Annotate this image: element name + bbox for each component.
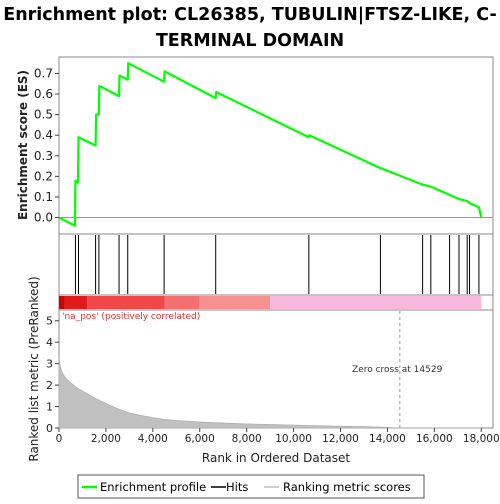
- metric-xtick-label: 6,000: [185, 433, 215, 445]
- rank-color-segment: [59, 296, 65, 309]
- metric-xtick-label: 14,000: [369, 433, 406, 445]
- es-ytick-label: 0.1: [34, 190, 53, 204]
- es-ytick-label: 0.6: [34, 87, 53, 101]
- metric-ytick-label: 1: [46, 401, 53, 414]
- legend-label-ranking: Ranking metric scores: [283, 480, 411, 494]
- metric-ytick-label: 5: [46, 315, 53, 328]
- metric-ytick-label: 0: [46, 422, 53, 435]
- metric-xtick-label: 2,000: [91, 433, 121, 445]
- metric-ytick-label: 3: [46, 358, 53, 371]
- metric-xtick-label: 18,000: [463, 433, 500, 445]
- enrichment-profile-line: [58, 62, 483, 227]
- legend-label-enrichment: Enrichment profile: [100, 480, 206, 494]
- metric-xtick-label: 16,000: [416, 433, 453, 445]
- hits-panel-frame: [58, 233, 494, 296]
- es-ytick-label: 0.0: [34, 211, 53, 225]
- hits-layer: [74, 235, 480, 294]
- metric-panel-frame: [58, 309, 494, 429]
- rank-color-segment: [87, 296, 165, 309]
- es-ytick-label: 0.7: [34, 66, 53, 80]
- chart-title-line-2: TERMINAL DOMAIN: [156, 31, 344, 51]
- metric-xtick-label: 10,000: [275, 433, 312, 445]
- es-ylabel: Enrichment score (ES): [16, 70, 30, 220]
- es-ytick-label: 0.5: [34, 108, 53, 122]
- ranking-metric-area: [58, 357, 482, 429]
- zero-cross-label: Zero cross at 14529: [352, 365, 443, 375]
- es-ytick-label: 0.2: [34, 169, 53, 183]
- metric-layer: 0 1 2 3 4 5 0 2,000 4,000 6,000 8,000 10,000 12,000 1…: [46, 311, 500, 445]
- rank-color-segment: [164, 296, 200, 309]
- es-ytick-label: 0.4: [34, 128, 53, 142]
- bar-layer: [59, 296, 482, 309]
- pos-annotation: 'na_pos' (positively correlated): [62, 312, 200, 322]
- legend-box: [77, 474, 425, 499]
- rank-color-segment: [199, 296, 271, 309]
- metric-xlabel: Rank in Ordered Dataset: [202, 451, 350, 465]
- metric-ylabel: Ranked list metric (PreRanked): [27, 276, 41, 461]
- metric-xtick-label: 12,000: [322, 433, 359, 445]
- legend-label-hits: Hits: [226, 480, 248, 494]
- metric-xtick-label: 4,000: [138, 433, 168, 445]
- metric-xtick-label: 8,000: [232, 433, 262, 445]
- chart-title-line-1: Enrichment plot: CL26385, TUBULIN|FTSZ-L…: [3, 5, 496, 25]
- es-layer: 0.0 0.1 0.2 0.3 0.4 0.5 0.6 0.7: [34, 62, 493, 227]
- metric-ytick-label: 4: [46, 336, 53, 349]
- es-ytick-label: 0.3: [34, 149, 53, 163]
- rank-color-segment: [64, 296, 88, 309]
- metric-xtick-label: 0: [56, 433, 63, 445]
- es-panel-frame: [58, 56, 494, 235]
- metric-ytick-label: 2: [46, 379, 53, 392]
- rank-color-segment: [270, 296, 482, 309]
